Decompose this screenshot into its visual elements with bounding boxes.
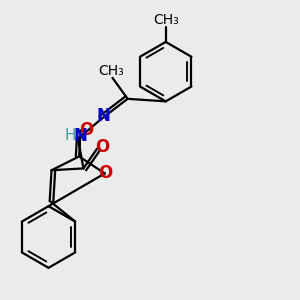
Text: O: O — [95, 138, 109, 156]
Text: H: H — [64, 128, 76, 143]
Text: O: O — [98, 164, 112, 182]
Text: N: N — [96, 107, 110, 125]
Text: N: N — [73, 127, 87, 145]
Text: O: O — [79, 122, 93, 140]
Text: CH₃: CH₃ — [98, 64, 124, 77]
Text: CH₃: CH₃ — [154, 13, 179, 27]
